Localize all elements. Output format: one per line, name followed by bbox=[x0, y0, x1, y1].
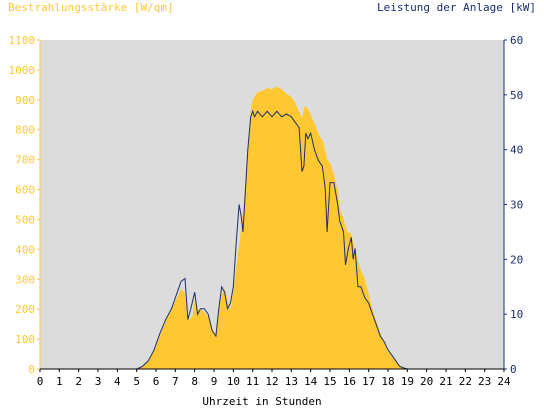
right-tick-label: 30 bbox=[510, 199, 523, 212]
left-axis-title: Bestrahlungsstärke [W/qm] bbox=[8, 1, 174, 14]
left-tick-label: 300 bbox=[15, 273, 35, 286]
left-tick-label: 800 bbox=[15, 124, 35, 137]
power-line bbox=[40, 109, 504, 370]
right-tick-label: 50 bbox=[510, 89, 523, 102]
x-tick-label: 7 bbox=[172, 375, 179, 388]
x-tick-label: 0 bbox=[37, 375, 44, 388]
x-tick-label: 24 bbox=[497, 375, 511, 388]
left-tick-label: 100 bbox=[15, 333, 35, 346]
left-tick-label: 400 bbox=[15, 243, 35, 256]
x-tick-label: 5 bbox=[133, 375, 140, 388]
axes-layer: 0100200300400500600700800900100011000102… bbox=[9, 34, 524, 388]
x-tick-label: 13 bbox=[285, 375, 298, 388]
left-tick-label: 900 bbox=[15, 94, 35, 107]
left-tick-label: 0 bbox=[28, 363, 35, 376]
irradiance-area bbox=[40, 86, 504, 370]
x-tick-label: 10 bbox=[227, 375, 240, 388]
x-tick-label: 12 bbox=[265, 375, 278, 388]
x-tick-label: 1 bbox=[56, 375, 63, 388]
left-tick-label: 500 bbox=[15, 213, 35, 226]
series-layer bbox=[40, 86, 504, 370]
x-tick-label: 16 bbox=[343, 375, 356, 388]
x-tick-label: 8 bbox=[191, 375, 198, 388]
x-tick-label: 15 bbox=[323, 375, 336, 388]
x-tick-label: 18 bbox=[381, 375, 394, 388]
left-tick-label: 600 bbox=[15, 184, 35, 197]
right-tick-label: 60 bbox=[510, 34, 523, 47]
x-tick-label: 11 bbox=[246, 375, 259, 388]
x-tick-label: 17 bbox=[362, 375, 375, 388]
left-tick-label: 200 bbox=[15, 303, 35, 316]
x-tick-label: 20 bbox=[420, 375, 433, 388]
x-tick-label: 23 bbox=[478, 375, 491, 388]
x-axis-title: Uhrzeit in Stunden bbox=[202, 395, 321, 408]
x-tick-label: 22 bbox=[459, 375, 472, 388]
x-tick-label: 3 bbox=[95, 375, 102, 388]
x-tick-label: 14 bbox=[304, 375, 318, 388]
right-tick-label: 0 bbox=[510, 363, 517, 376]
left-tick-label: 1000 bbox=[9, 64, 36, 77]
x-tick-label: 9 bbox=[211, 375, 218, 388]
right-axis-title: Leistung der Anlage [kW] bbox=[377, 1, 536, 14]
right-tick-label: 10 bbox=[510, 308, 523, 321]
left-tick-label: 1100 bbox=[9, 34, 36, 47]
right-tick-label: 20 bbox=[510, 253, 523, 266]
x-tick-label: 6 bbox=[153, 375, 160, 388]
x-tick-label: 21 bbox=[439, 375, 452, 388]
x-tick-label: 19 bbox=[401, 375, 414, 388]
x-tick-label: 2 bbox=[75, 375, 82, 388]
x-tick-label: 4 bbox=[114, 375, 121, 388]
left-tick-label: 700 bbox=[15, 154, 35, 167]
right-tick-label: 40 bbox=[510, 144, 523, 157]
